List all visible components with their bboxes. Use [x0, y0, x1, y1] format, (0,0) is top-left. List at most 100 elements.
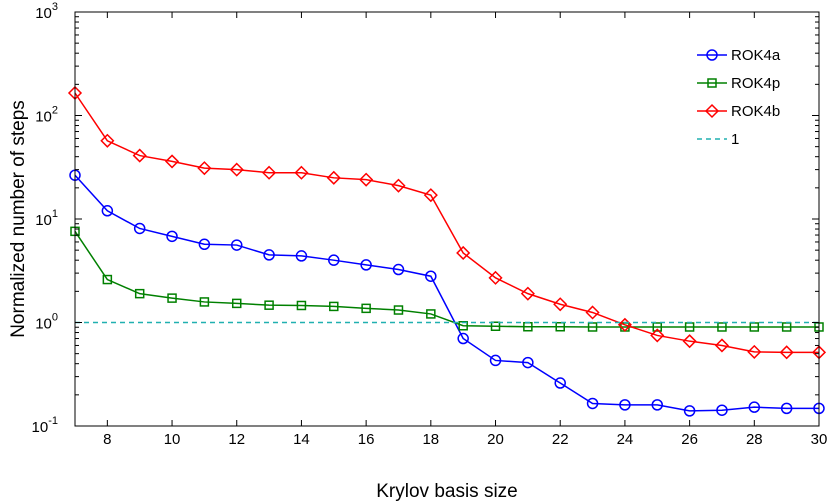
x-tick-label: 14 [293, 431, 310, 448]
legend-label: 1 [731, 131, 739, 148]
data-point-rok4a [457, 332, 469, 345]
y-tick-label: 101 [35, 208, 58, 229]
y-tick-label: 103 [35, 1, 58, 22]
data-point-rok4p [264, 300, 274, 310]
x-tick-label: 16 [358, 431, 375, 448]
y-tick-exponent: 0 [52, 312, 58, 324]
data-point-rok4a [263, 249, 275, 261]
data-point-rok4a [780, 402, 793, 415]
data-point-rok4a [748, 401, 761, 413]
data-point-rok4a [489, 354, 502, 367]
data-point-rok4b [132, 148, 147, 163]
x-tick-label: 10 [164, 431, 181, 448]
data-point-rok4b [779, 345, 794, 360]
legend-swatch-marker [706, 49, 718, 61]
y-tick-base: 10 [32, 419, 49, 436]
data-point-rok4p [102, 274, 113, 285]
data-point-rok4a [522, 356, 534, 369]
x-tick-label: 24 [617, 431, 634, 448]
data-point-rok4p [296, 300, 307, 311]
data-point-rok4p [199, 297, 210, 307]
data-point-rok4b [456, 245, 471, 260]
data-point-rok4a [101, 205, 114, 217]
data-point-rok4b [164, 154, 180, 169]
y-tick-base: 10 [35, 316, 52, 333]
y-tick-base: 10 [35, 5, 52, 22]
y-tick-exponent: -1 [48, 415, 58, 427]
data-point-rok4a [133, 222, 146, 235]
legend-swatch-marker [707, 78, 717, 88]
data-point-rok4p [652, 322, 663, 332]
legend-label: ROK4p [731, 75, 780, 92]
data-point-rok4a [392, 263, 405, 276]
series-rok4a [69, 169, 825, 417]
legend-item-rok4p: ROK4p [697, 75, 780, 92]
x-tick-label: 22 [552, 431, 569, 448]
legend-swatch-marker [704, 103, 720, 119]
y-tick-base: 10 [35, 109, 52, 126]
data-point-rok4b [100, 133, 115, 148]
data-point-rok4b [229, 162, 244, 177]
y-tick-exponent: 2 [52, 105, 58, 117]
data-point-rok4b [714, 338, 730, 353]
y-tick-label: 102 [35, 105, 58, 126]
y-tick-exponent: 1 [52, 208, 58, 220]
data-point-rok4b [747, 344, 762, 359]
y-tick-base: 10 [35, 212, 52, 229]
data-point-rok4a [683, 405, 696, 417]
data-point-rok4b [359, 172, 374, 187]
data-point-rok4p [490, 321, 501, 331]
data-point-rok4a [425, 270, 437, 282]
data-point-rok4a [295, 250, 308, 262]
legend: ROK4a ROK4p ROK4b 1 [697, 47, 781, 148]
data-point-rok4b [585, 305, 600, 320]
data-point-rok4b [682, 334, 697, 349]
data-point-rok4b [650, 328, 665, 343]
x-tick-label: 28 [746, 431, 763, 448]
data-point-rok4b [391, 178, 406, 193]
data-point-rok4p [231, 298, 242, 309]
data-point-rok4a [619, 399, 631, 411]
series-layer [67, 85, 827, 417]
y-tick-label: 100 [35, 312, 58, 333]
data-point-rok4a [230, 239, 243, 251]
data-point-rok4a [554, 377, 566, 389]
data-point-rok4b [262, 165, 277, 180]
data-point-rok4b [294, 165, 309, 180]
data-point-rok4p [393, 305, 404, 315]
x-tick-label: 20 [487, 431, 504, 448]
data-point-rok4p [329, 301, 339, 312]
data-point-rok4p [361, 303, 371, 314]
series-line-rok4p [74, 230, 819, 328]
data-point-rok4a [328, 254, 340, 266]
data-point-rok4p [426, 309, 436, 319]
data-point-rok4a [716, 404, 728, 416]
data-point-rok4a [166, 230, 178, 243]
data-point-rok4p [134, 288, 145, 299]
x-axis-label: Krylov basis size [376, 481, 518, 502]
data-point-rok4b [197, 161, 212, 176]
y-tick-exponent: 3 [52, 1, 58, 13]
data-point-rok4b [520, 286, 535, 301]
data-point-rok4a [651, 399, 664, 411]
data-point-rok4a [198, 238, 211, 251]
data-point-rok4p [167, 293, 177, 303]
x-tick-label: 12 [228, 431, 245, 448]
x-tick-label: 30 [811, 431, 828, 448]
data-point-rok4b [326, 170, 341, 185]
legend-item-1: 1 [697, 131, 739, 148]
y-axis-label: Normalized number of steps [8, 100, 29, 338]
x-tick-label: 8 [103, 431, 111, 448]
data-point-rok4b [553, 297, 568, 312]
data-point-rok4p [555, 321, 565, 332]
data-point-rok4a [360, 259, 372, 271]
x-tick-label: 18 [422, 431, 439, 448]
data-point-rok4p [717, 322, 727, 332]
y-tick-label: 10-1 [32, 415, 58, 436]
legend-label: ROK4b [731, 103, 780, 120]
data-point-rok4a [586, 397, 599, 410]
legend-item-rok4a: ROK4a [697, 47, 781, 64]
x-tick-label: 26 [681, 431, 698, 448]
